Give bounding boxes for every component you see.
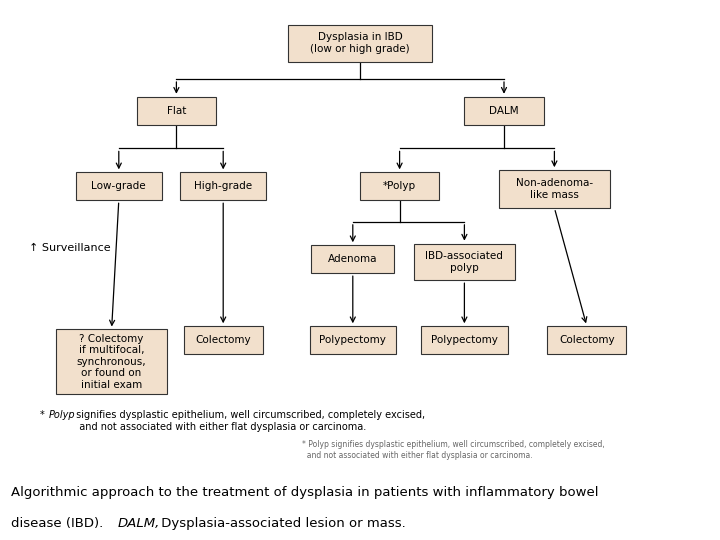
Text: * Polyp signifies dysplastic epithelium, well circumscribed, completely excised,: * Polyp signifies dysplastic epithelium,… bbox=[302, 440, 605, 460]
FancyBboxPatch shape bbox=[464, 97, 544, 125]
FancyBboxPatch shape bbox=[414, 244, 515, 280]
Text: DALM,: DALM, bbox=[117, 517, 160, 530]
Text: ? Colectomy
if multifocal,
synchronous,
or found on
initial exam: ? Colectomy if multifocal, synchronous, … bbox=[77, 334, 146, 390]
Text: IBD-associated
polyp: IBD-associated polyp bbox=[426, 251, 503, 273]
FancyBboxPatch shape bbox=[184, 326, 263, 354]
Text: *Polyp: *Polyp bbox=[383, 181, 416, 191]
FancyBboxPatch shape bbox=[310, 326, 396, 354]
FancyBboxPatch shape bbox=[547, 326, 626, 354]
Text: Dysplasia-associated lesion or mass.: Dysplasia-associated lesion or mass. bbox=[157, 517, 405, 530]
Text: Dysplasia in IBD
(low or high grade): Dysplasia in IBD (low or high grade) bbox=[310, 32, 410, 54]
Text: Non-adenoma-
like mass: Non-adenoma- like mass bbox=[516, 178, 593, 200]
FancyBboxPatch shape bbox=[56, 329, 167, 394]
Text: Colectomy: Colectomy bbox=[559, 335, 615, 345]
FancyBboxPatch shape bbox=[360, 172, 439, 200]
Text: ↑ Surveillance: ↑ Surveillance bbox=[29, 244, 110, 253]
Text: Low-grade: Low-grade bbox=[91, 181, 146, 191]
Text: Flat: Flat bbox=[167, 106, 186, 116]
Text: *: * bbox=[40, 410, 48, 421]
FancyBboxPatch shape bbox=[180, 172, 266, 200]
Text: disease (IBD).: disease (IBD). bbox=[11, 517, 107, 530]
FancyBboxPatch shape bbox=[421, 326, 508, 354]
FancyBboxPatch shape bbox=[498, 170, 611, 208]
FancyBboxPatch shape bbox=[311, 245, 395, 273]
Text: Polypectomy: Polypectomy bbox=[431, 335, 498, 345]
Text: Polypectomy: Polypectomy bbox=[320, 335, 386, 345]
Text: signifies dysplastic epithelium, well circumscribed, completely excised,
  and n: signifies dysplastic epithelium, well ci… bbox=[73, 410, 426, 432]
FancyBboxPatch shape bbox=[288, 25, 432, 62]
Text: Adenoma: Adenoma bbox=[328, 254, 377, 264]
FancyBboxPatch shape bbox=[137, 97, 216, 125]
Text: Algorithmic approach to the treatment of dysplasia in patients with inflammatory: Algorithmic approach to the treatment of… bbox=[11, 486, 598, 499]
Text: DALM: DALM bbox=[489, 106, 519, 116]
Text: High-grade: High-grade bbox=[194, 181, 252, 191]
Text: Colectomy: Colectomy bbox=[195, 335, 251, 345]
FancyBboxPatch shape bbox=[76, 172, 162, 200]
Text: Polyp: Polyp bbox=[49, 410, 76, 421]
